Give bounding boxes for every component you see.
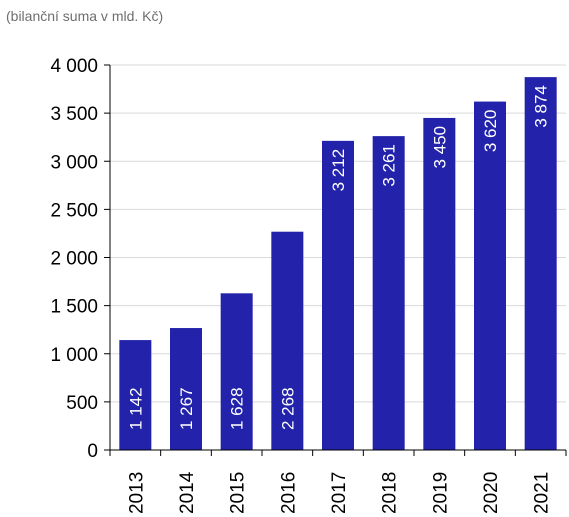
bar-2014 [170, 328, 202, 450]
y-tick-label: 4 000 [50, 56, 98, 77]
bar-value-label: 3 212 [329, 149, 348, 192]
labels: 0 500 1 000 1 500 2 000 2 500 3 000 3 500 4 000 1… [50, 56, 552, 514]
bar-2019 [423, 117, 456, 450]
bar-value-label: 1 142 [126, 387, 145, 430]
y-tick-label: 2 500 [50, 200, 98, 221]
bar-value-label: 3 874 [532, 85, 551, 128]
bar-2016 [271, 231, 304, 450]
bar-2013 [119, 340, 152, 450]
axes [104, 64, 567, 456]
bar-value-label: 3 450 [430, 126, 449, 169]
bars [119, 77, 557, 450]
x-tick-label: 2014 [177, 471, 198, 514]
x-tick-label: 2021 [532, 472, 553, 514]
x-tick-label: 2017 [329, 472, 350, 514]
x-tick-label: 2019 [430, 472, 451, 514]
x-tick-label: 2015 [228, 472, 249, 514]
bar-value-label: 2 268 [278, 387, 297, 430]
bar-value-label: 1 628 [228, 387, 247, 430]
bar-value-label: 3 620 [481, 110, 500, 153]
x-tick-label: 2016 [278, 472, 299, 514]
bar-value-label: 3 261 [380, 144, 399, 187]
y-tick-label: 1 500 [50, 297, 98, 318]
x-tick-label: 2013 [126, 472, 147, 514]
y-tick-label: 3 500 [50, 104, 98, 125]
y-tick-label: 3 000 [50, 152, 98, 173]
y-tick-label: 0 [87, 441, 98, 462]
bar-2017 [322, 140, 354, 450]
x-tick-label: 2020 [481, 472, 502, 514]
bar-2020 [474, 101, 506, 450]
y-tick-label: 500 [66, 393, 98, 414]
chart-subtitle: (bilanční suma v mld. Kč) [6, 8, 164, 24]
y-tick-label: 2 000 [50, 249, 98, 270]
bar-2015 [220, 293, 253, 450]
bar-2018 [372, 136, 405, 450]
bar-2021 [524, 77, 557, 450]
x-tick-label: 2018 [380, 472, 401, 514]
y-tick-label: 1 000 [50, 345, 98, 366]
bar-value-label: 1 267 [177, 387, 196, 430]
